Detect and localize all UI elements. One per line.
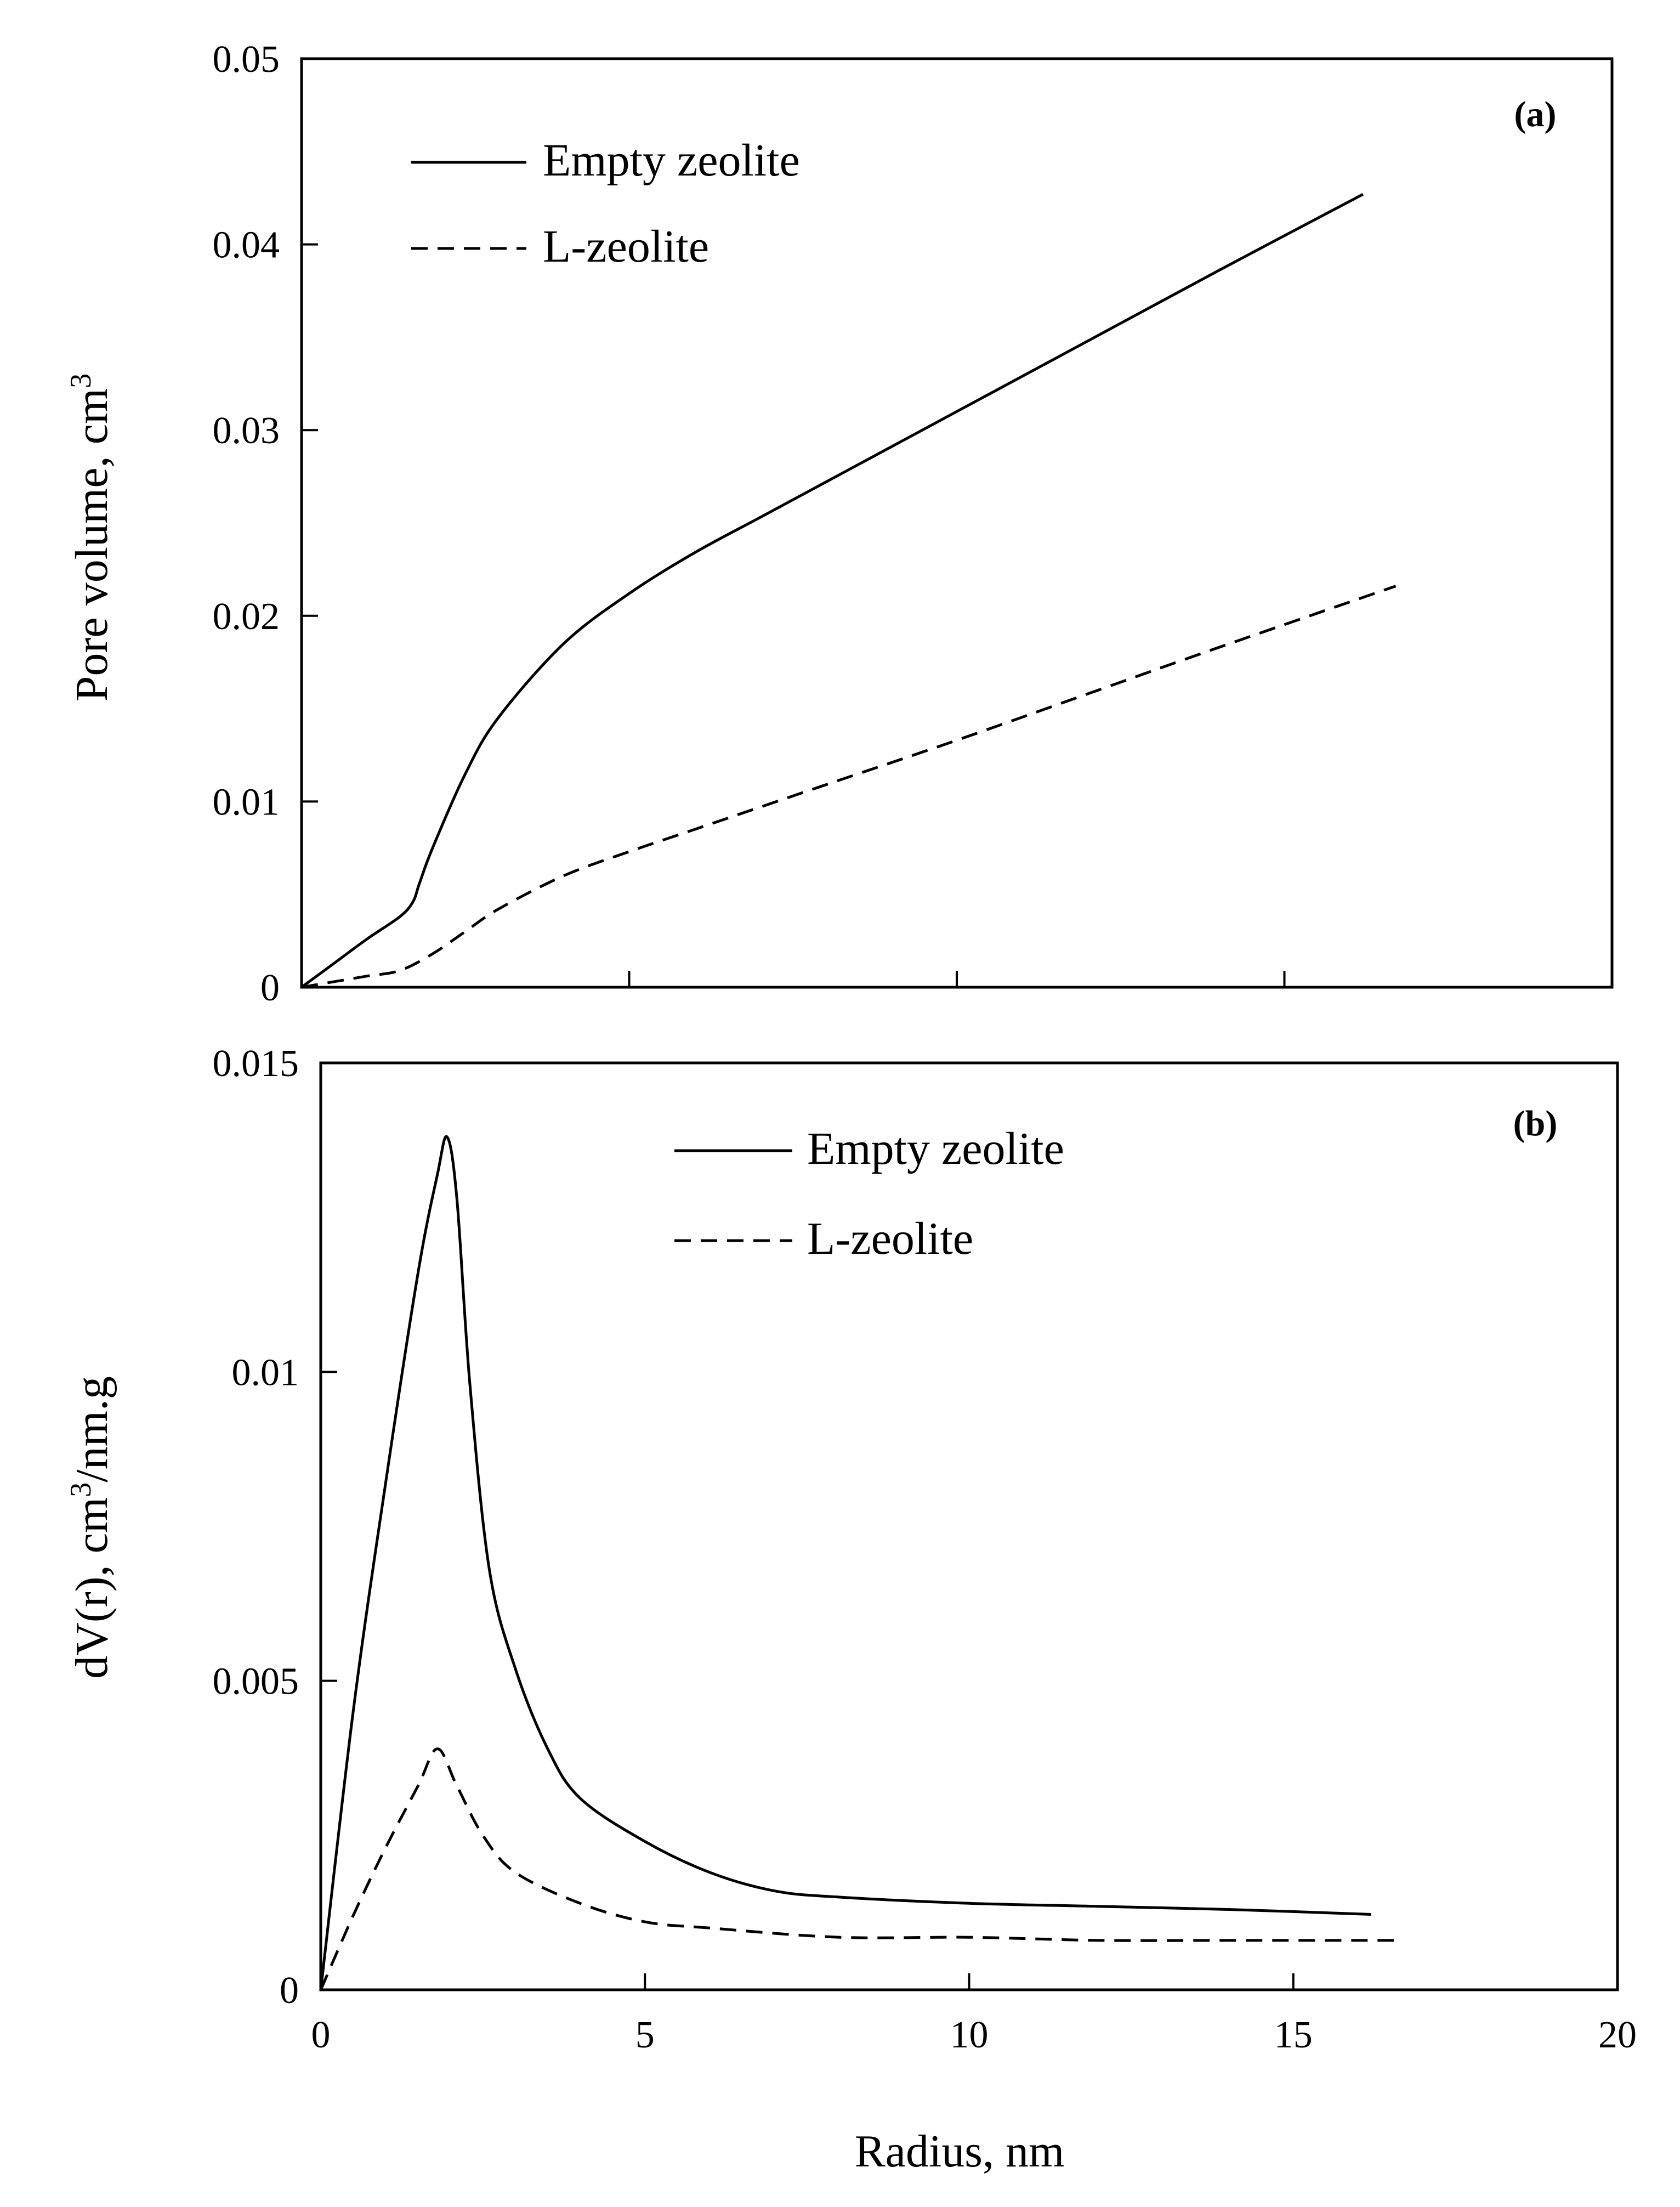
panel-a-series-empty-zeolite-line [300,193,1364,989]
panel-b-series-empty-zeolite-line [319,1135,1371,1990]
panel-b-x-axis-title: Radius, nm [855,2126,1065,2177]
panel-b-y-tick-label: 0 [280,1970,299,2012]
panel-a-legend: Empty zeolite L-zeolite [411,135,800,272]
panel-a-y-title-main: Pore volume, cm [66,388,117,702]
panel-a-y-tick-label: 0.03 [213,410,280,452]
panel-a-y-ticks: 0 0.01 0.02 0.03 0.04 0.05 [213,38,318,1009]
panel-a-y-title-sup: 3 [64,374,97,388]
panel-b-y-axis-title: dV(r), cm3/nm.g [64,1376,117,1679]
panel-b-y-tick-label: 0.005 [213,1661,299,1703]
panel-b-y-tick-label: 0.015 [213,1043,299,1085]
panel-a-y-tick-label: 0.05 [213,38,280,81]
panel-b-y-ticks: 0 0.005 0.01 0.015 [213,1043,337,2012]
panel-b-y-tick-label: 0.01 [232,1351,299,1394]
panel-b-series-l-zeolite-line [319,1747,1404,1991]
panel-a-legend-label-l: L-zeolite [543,221,709,272]
panel-b-x-tick-label: 5 [635,2014,655,2056]
panel-a-y-tick-label: 0.02 [213,596,280,638]
panel-b-label: (b) [1513,1104,1558,1144]
panel-b-legend-label-empty: Empty zeolite [807,1123,1064,1174]
panel-a-y-tick-label: 0.01 [213,781,280,823]
panel-b-x-tick-label: 20 [1598,2014,1637,2056]
panel-a: 0 0.01 0.02 0.03 0.04 0.05 (a) Empty zeolite … [64,38,1614,1009]
panel-b: 0 0.005 0.01 0.015 0 5 10 15 20 (b) Empty zeoli… [64,1043,1637,2177]
panel-b-y-title-main: dV(r), cm [66,1497,117,1679]
panel-a-y-tick-label: 0.04 [213,224,280,267]
panel-b-y-title-sup: 3 [64,1482,97,1497]
panel-a-x-ticks [300,971,1613,987]
panel-b-series [319,1135,1404,1991]
panel-b-legend: Empty zeolite L-zeolite [674,1123,1064,1264]
panel-a-series [300,193,1397,989]
panel-a-y-tick-label: 0 [260,967,280,1009]
panel-a-y-axis-title: Pore volume, cm3 [64,374,117,702]
panel-a-series-l-zeolite-line [301,585,1397,989]
panel-a-label: (a) [1514,94,1557,134]
panel-b-x-tick-label: 10 [950,2014,989,2056]
panel-b-x-tick-label: 15 [1274,2014,1313,2056]
panel-b-x-tick-label: 0 [311,2014,331,2056]
panel-a-legend-label-empty: Empty zeolite [543,135,800,186]
panel-b-x-ticks: 0 5 10 15 20 [311,1973,1637,2056]
panel-b-y-title-suffix: /nm.g [66,1376,117,1482]
panel-b-legend-label-l: L-zeolite [807,1213,973,1264]
